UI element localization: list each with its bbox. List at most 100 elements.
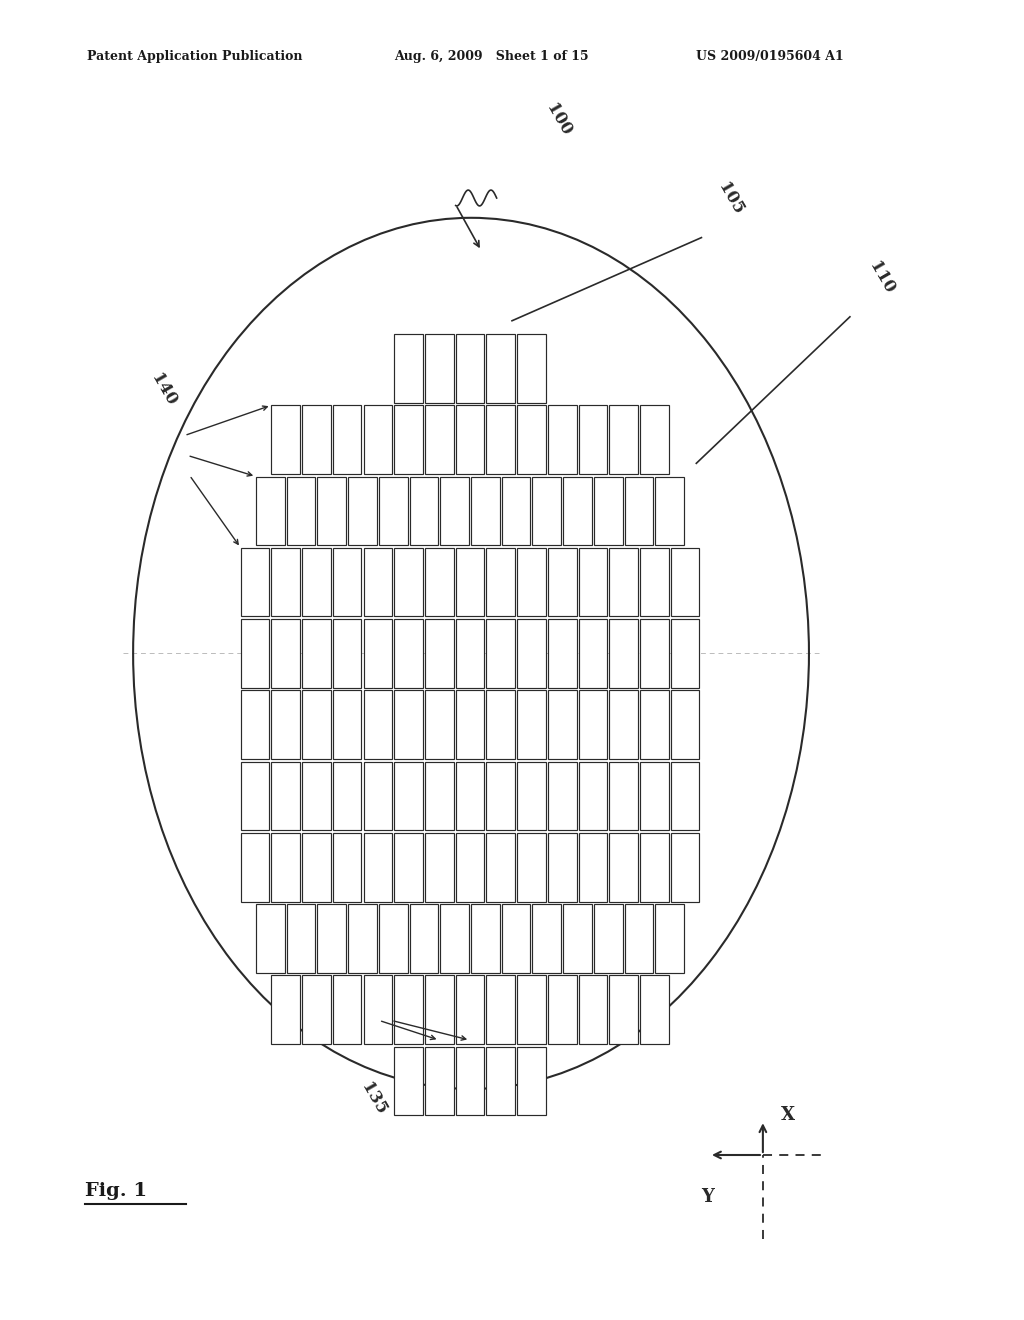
Bar [671,690,699,759]
Bar [471,904,500,973]
Bar [579,762,607,830]
Bar [609,975,638,1044]
Text: Aug. 6, 2009   Sheet 1 of 15: Aug. 6, 2009 Sheet 1 of 15 [394,50,589,63]
Bar [364,975,392,1044]
Bar [394,762,423,830]
Bar [517,975,546,1044]
Bar [410,477,438,545]
Bar [517,690,546,759]
Bar [517,334,546,403]
Bar [471,477,500,545]
Bar [271,690,300,759]
Bar [579,690,607,759]
Bar [425,690,454,759]
Bar [486,334,515,403]
Bar [394,975,423,1044]
Bar [517,619,546,688]
Bar [333,762,361,830]
Bar [671,548,699,616]
Text: 135: 135 [357,1080,390,1118]
Bar [456,975,484,1044]
Bar [456,405,484,474]
Text: Fig. 1: Fig. 1 [85,1181,147,1200]
Bar [486,1047,515,1115]
Bar [640,975,669,1044]
Bar [532,477,561,545]
Bar [302,690,331,759]
Bar [364,548,392,616]
Bar [348,904,377,973]
Bar [271,833,300,902]
Bar [671,833,699,902]
Bar [425,1047,454,1115]
Bar [548,619,577,688]
Text: 105: 105 [715,180,746,218]
Bar [440,477,469,545]
Bar [425,548,454,616]
Bar [640,690,669,759]
Bar [425,619,454,688]
Bar [302,548,331,616]
Bar [671,762,699,830]
Bar [333,833,361,902]
Bar [640,619,669,688]
Bar [333,690,361,759]
Bar [317,904,346,973]
Bar [333,405,361,474]
Bar [486,405,515,474]
Bar [640,405,669,474]
Text: 100: 100 [543,100,574,139]
Bar [241,548,269,616]
Bar [563,477,592,545]
Bar [425,975,454,1044]
Bar [594,904,623,973]
Bar [394,334,423,403]
Bar [271,405,300,474]
Bar [609,619,638,688]
Bar [486,619,515,688]
Bar [271,762,300,830]
Bar [302,833,331,902]
Bar [364,690,392,759]
Bar [640,548,669,616]
Bar [394,690,423,759]
Bar [410,904,438,973]
Bar [609,762,638,830]
Bar [655,477,684,545]
Bar [440,904,469,973]
Bar [241,690,269,759]
Bar [271,975,300,1044]
Text: X: X [781,1106,796,1125]
Bar [548,762,577,830]
Bar [333,975,361,1044]
Bar [394,619,423,688]
Text: 110: 110 [865,259,897,297]
Bar [241,762,269,830]
Bar [563,904,592,973]
Bar [287,477,315,545]
Bar [486,690,515,759]
Bar [625,904,653,973]
Bar [579,548,607,616]
Text: 140: 140 [147,371,180,409]
Bar [671,619,699,688]
Bar [486,833,515,902]
Bar [579,975,607,1044]
Bar [456,762,484,830]
Bar [317,477,346,545]
Bar [425,334,454,403]
Bar [456,548,484,616]
Bar [625,477,653,545]
Bar [256,477,285,545]
Bar [456,1047,484,1115]
Bar [256,904,285,973]
Bar [456,833,484,902]
Bar [502,904,530,973]
Text: US 2009/0195604 A1: US 2009/0195604 A1 [696,50,844,63]
Bar [609,690,638,759]
Bar [348,477,377,545]
Bar [548,975,577,1044]
Bar [271,548,300,616]
Bar [517,833,546,902]
Bar [302,762,331,830]
